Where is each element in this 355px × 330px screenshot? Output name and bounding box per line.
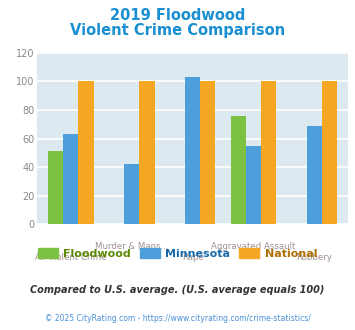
Bar [185,77,200,224]
Text: Aggravated Assault: Aggravated Assault [211,242,296,250]
Bar [139,82,154,224]
Text: 2019 Floodwood: 2019 Floodwood [110,8,245,23]
Text: Robbery: Robbery [296,253,332,262]
Bar [246,146,261,224]
Bar [124,164,139,224]
Text: Murder & Mans...: Murder & Mans... [95,242,168,250]
Bar [231,116,246,224]
Text: Violent Crime Comparison: Violent Crime Comparison [70,23,285,38]
Text: © 2025 CityRating.com - https://www.cityrating.com/crime-statistics/: © 2025 CityRating.com - https://www.city… [45,314,310,323]
Bar [322,82,337,224]
Bar [200,82,215,224]
Bar [261,82,276,224]
Legend: Floodwood, Minnesota, National: Floodwood, Minnesota, National [33,244,322,263]
Bar [63,134,78,224]
Bar [307,126,322,224]
Text: Rape: Rape [182,253,203,262]
Bar [78,82,94,224]
Bar [48,151,63,224]
Text: All Violent Crime: All Violent Crime [35,253,106,262]
Text: Compared to U.S. average. (U.S. average equals 100): Compared to U.S. average. (U.S. average … [30,285,325,295]
